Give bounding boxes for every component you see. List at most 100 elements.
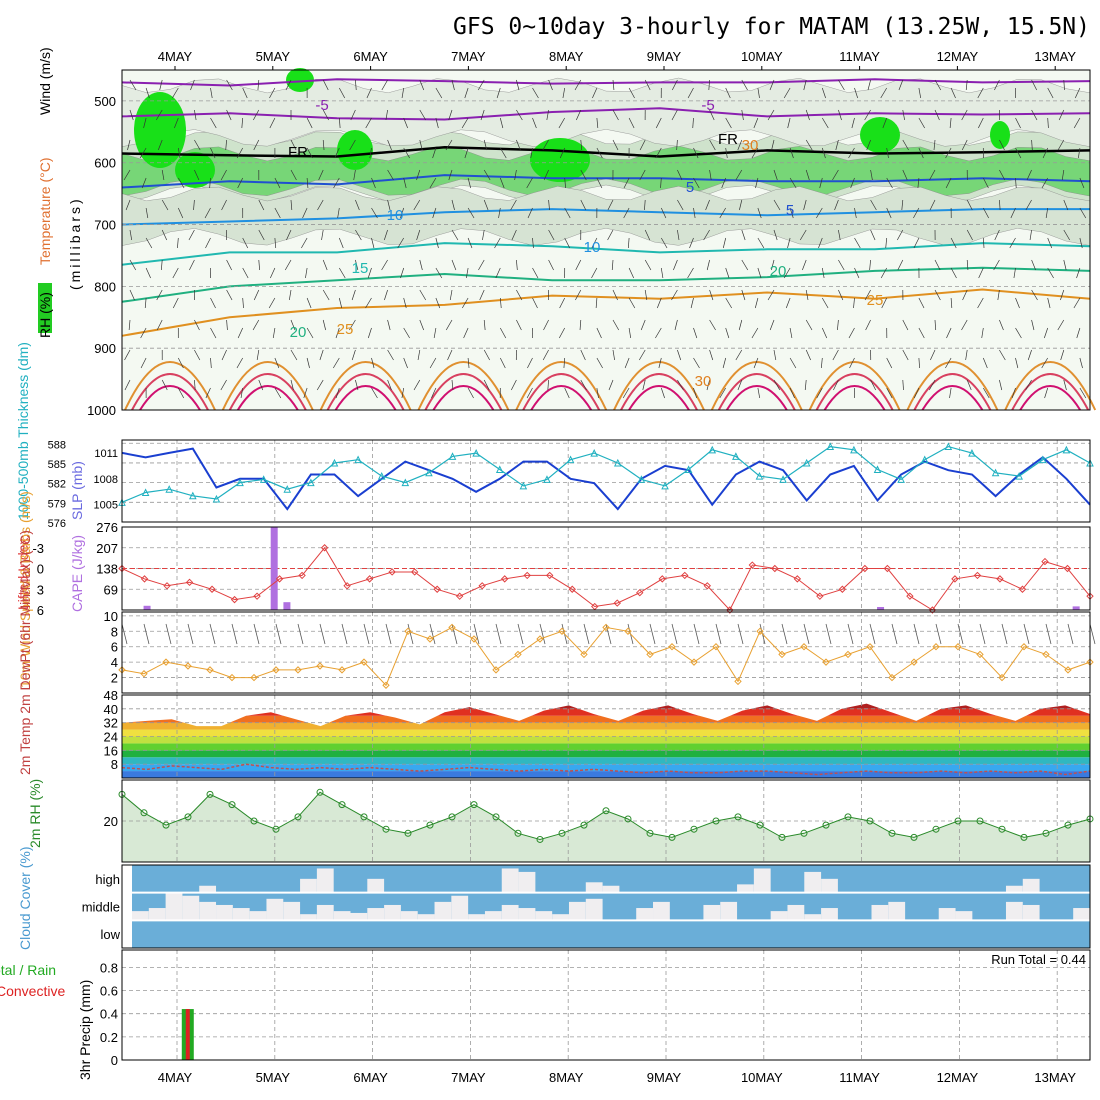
cloud-mid-bar — [132, 911, 149, 921]
wind-barb — [301, 237, 308, 249]
contour-label: 25 — [337, 321, 354, 338]
wind-barb — [1026, 169, 1032, 181]
date-tick-top: 13MAY — [1034, 49, 1076, 64]
wind-barb — [751, 147, 759, 159]
wind-barb — [1031, 289, 1038, 301]
wind-barb — [526, 177, 533, 189]
surface-isotherm — [1019, 385, 1082, 411]
wind-barb — [725, 117, 732, 129]
wind10-point — [536, 635, 544, 643]
rh-point — [976, 817, 984, 825]
wind10-point — [580, 650, 588, 659]
contour-label: 30 — [695, 373, 712, 390]
rh-point — [470, 801, 478, 809]
contour-label: 30 — [742, 137, 759, 154]
wind-barb-10m — [979, 623, 986, 645]
contour-label: FR — [288, 144, 308, 161]
contour-label: 5 — [786, 202, 794, 219]
wind-barb — [870, 379, 877, 391]
wind-barb — [805, 109, 810, 121]
wind-barb — [322, 259, 328, 271]
cloud-mid-bar — [484, 911, 502, 921]
rh-point — [206, 790, 214, 798]
wind-barb — [145, 267, 151, 279]
wind10-point — [712, 643, 720, 651]
rh-point — [558, 829, 566, 837]
contour-label: -5 — [315, 97, 328, 114]
wind-barb — [129, 229, 133, 241]
wind-barb — [366, 87, 372, 99]
thickness-point — [590, 449, 599, 457]
wind-barb — [1073, 117, 1081, 129]
wind-barb — [367, 327, 372, 339]
wind-barb — [416, 229, 421, 241]
wind-barb — [451, 229, 459, 241]
li-point — [816, 592, 824, 600]
cape-bar — [143, 605, 151, 610]
wind-barb — [753, 117, 759, 129]
cape-bar — [877, 606, 885, 610]
wind-barb — [771, 259, 775, 271]
li-point — [523, 571, 531, 580]
wind-barb — [709, 319, 716, 331]
cape-ytick: 69 — [104, 582, 118, 597]
wind-barb — [499, 357, 506, 369]
cloud-ytick: low — [100, 927, 120, 942]
thickness-point — [165, 485, 174, 493]
wind-barb — [655, 327, 662, 339]
wind-barb — [432, 147, 437, 159]
rh-point — [910, 833, 918, 841]
wind-barb — [403, 117, 408, 129]
wind-barb — [838, 109, 842, 121]
wind-barb — [413, 379, 421, 391]
wind-barb — [401, 87, 405, 99]
wind-barb — [821, 297, 829, 309]
cloud-mid-bar — [384, 904, 401, 921]
bottom-date-axis: 4MAY 5MAY 6MAY 7MAY 8MAY 9MAY 10MAY 11MAY 12MAY 1… — [158, 1070, 1077, 1085]
wind-barb — [371, 237, 375, 249]
wind-barb — [270, 267, 276, 279]
contour-label: 25 — [867, 292, 884, 309]
cloud-mid-bar — [400, 911, 418, 921]
wind-barb — [848, 327, 855, 339]
wind-barb — [642, 379, 646, 391]
wind-barb — [338, 267, 346, 279]
date-tick-bottom: 8MAY — [549, 1070, 584, 1085]
wind-barb — [849, 357, 855, 369]
rh-high-blob — [990, 121, 1010, 149]
wind-barb — [1015, 357, 1019, 369]
wind-barb — [757, 207, 762, 219]
wind-barb — [981, 327, 984, 339]
wind-barb — [982, 357, 988, 369]
wind-barb — [832, 349, 839, 361]
wind-barb — [966, 229, 973, 241]
li-point — [230, 595, 239, 604]
wind-barb — [355, 199, 360, 211]
wind-barb — [965, 79, 968, 91]
date-tick-top: 5MAY — [256, 49, 291, 64]
wind-barb — [994, 229, 1000, 241]
wind-barb — [789, 177, 797, 189]
wind10-point — [470, 635, 478, 643]
date-tick-bottom: 5MAY — [256, 1070, 291, 1085]
wind-barb — [369, 147, 372, 159]
wind-barb — [660, 267, 664, 279]
li-line — [121, 546, 1091, 611]
wind10-point — [756, 627, 764, 635]
wind-barb — [607, 229, 614, 241]
wind-barb — [708, 79, 710, 91]
wind-barb — [816, 387, 823, 399]
upper-ytick: 1000 — [87, 403, 116, 418]
wind-barb — [353, 169, 356, 181]
wind-barb — [482, 229, 485, 241]
wind-barb — [999, 139, 1005, 151]
surface-isotherm — [432, 385, 495, 411]
li-point — [1063, 564, 1072, 573]
precip-panel: 0 0.2 0.4 0.6 0.8 — [100, 949, 1091, 1068]
temp-band — [122, 722, 1090, 730]
wind-barb — [400, 267, 405, 279]
wind-barb — [1063, 229, 1071, 241]
wind-barb — [866, 139, 871, 151]
wind-barb — [1047, 267, 1054, 279]
wind-barb-10m — [1001, 623, 1008, 645]
